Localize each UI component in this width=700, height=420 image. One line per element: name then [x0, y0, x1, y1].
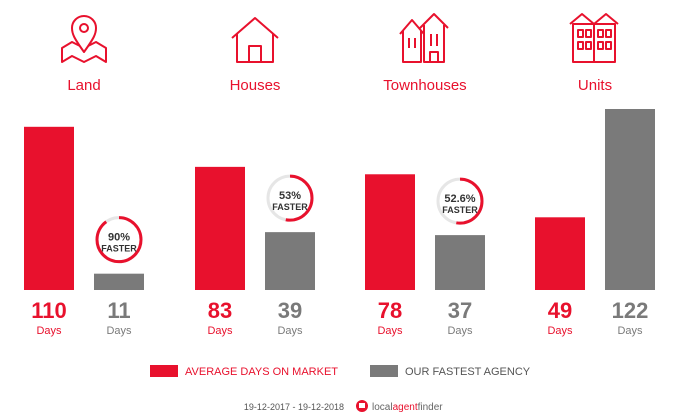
faster-percent-houses: 53% [279, 190, 301, 202]
value-label-average-land: 110 [31, 298, 67, 323]
unit-label-fastest-townhouses: Days [447, 325, 473, 337]
faster-percent-land: 90% [108, 232, 130, 244]
category-label-houses: Houses [230, 77, 281, 94]
unit-label-average-townhouses: Days [377, 325, 403, 337]
value-label-fastest-units: 122 [612, 298, 649, 323]
faster-percent-townhouses: 52.6% [444, 193, 475, 205]
localagentfinder-logo: localagentfinder [356, 400, 443, 413]
category-label-townhouses: Townhouses [383, 77, 466, 94]
value-label-average-townhouses: 78 [378, 298, 402, 323]
faster-ring-progress-townhouses [436, 177, 484, 225]
map-pin-icon [61, 15, 107, 63]
legend-label-average: AVERAGE DAYS ON MARKET [185, 366, 338, 378]
faster-ring-progress-land [95, 216, 143, 264]
bar-average-houses [195, 166, 245, 290]
value-label-average-units: 49 [548, 298, 572, 323]
unit-label-average-land: Days [36, 325, 62, 337]
category-label-units: Units [578, 77, 612, 94]
value-label-fastest-townhouses: 37 [448, 298, 472, 323]
unit-label-average-houses: Days [207, 325, 233, 337]
faster-ring-progress-houses [266, 174, 314, 222]
bar-fastest-units [605, 109, 655, 290]
bar-average-units [535, 217, 585, 290]
legend-swatch-average [150, 365, 178, 377]
legend: AVERAGE DAYS ON MARKET OUR FASTEST AGENC… [150, 365, 531, 378]
unit-label-average-units: Days [547, 325, 573, 337]
bar-average-land [24, 126, 74, 290]
bar-fastest-townhouses [435, 235, 485, 290]
faster-label-land: FASTER [101, 244, 137, 254]
chart-marks: 110Days11Days90%FASTER83Days39Days53%FAS… [24, 109, 655, 337]
brand-name: localagentfinder [372, 402, 443, 413]
legend-label-fastest: OUR FASTEST AGENCY [405, 366, 531, 378]
category-label-land: Land [67, 77, 100, 94]
value-label-fastest-land: 11 [107, 298, 130, 323]
value-label-fastest-houses: 39 [278, 298, 302, 323]
legend-swatch-fastest [370, 365, 398, 377]
bar-fastest-houses [265, 232, 315, 290]
faster-label-houses: FASTER [272, 202, 308, 212]
house-icon [231, 17, 279, 63]
unit-label-fastest-houses: Days [277, 325, 303, 337]
bar-average-townhouses [365, 174, 415, 290]
unit-label-fastest-units: Days [617, 325, 643, 337]
unit-label-fastest-land: Days [106, 325, 132, 337]
date-range: 19-12-2017 - 19-12-2018 [244, 402, 344, 412]
faster-label-townhouses: FASTER [442, 205, 478, 215]
townhouse-icon [399, 13, 449, 63]
bar-fastest-land [94, 273, 144, 290]
units-icon [569, 13, 619, 63]
value-label-average-houses: 83 [208, 298, 232, 323]
